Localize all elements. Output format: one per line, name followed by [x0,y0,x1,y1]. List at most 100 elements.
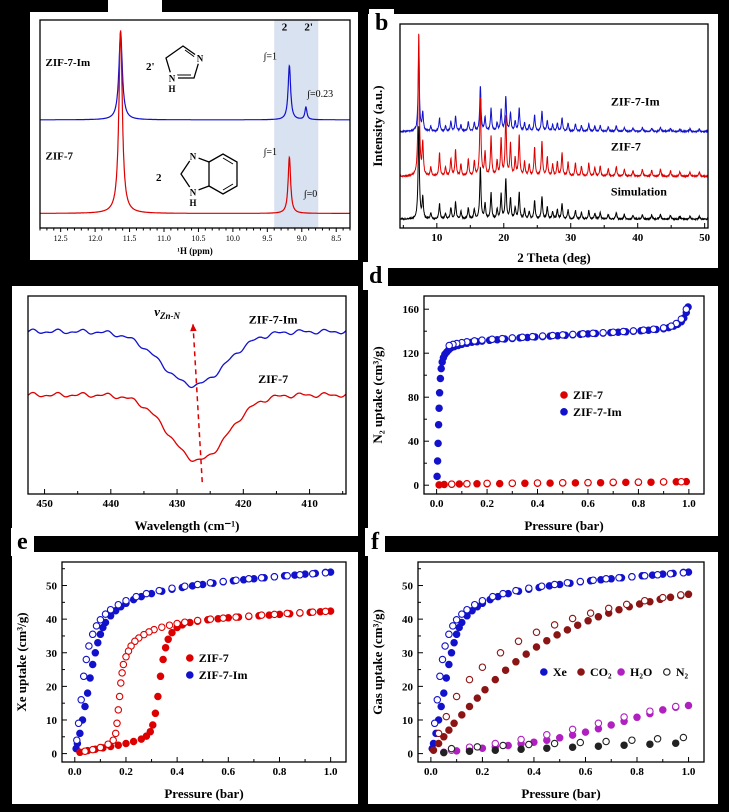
svg-text:11.5: 11.5 [123,234,137,243]
svg-text:0.4: 0.4 [527,766,541,778]
svg-text:0.8: 0.8 [632,498,646,510]
svg-text:ZIF-7-Im: ZIF-7-Im [46,57,91,69]
farir-chart: 450 440 430 420 410 Wavelength (cm⁻¹) ZIF-7-Im… [12,286,358,536]
svg-text:¹H (ppm): ¹H (ppm) [177,246,212,256]
svg-text:30: 30 [402,648,414,660]
imidazole-ring-icon: N N H [164,45,206,94]
imidazole-n3-atom: N [196,54,203,64]
svg-text:0: 0 [408,749,414,761]
chart-e-canvas: 0.0 0.2 0.4 0.6 0.8 1.0 0 10 20 30 40 50 Pressure (b… [14,561,347,801]
svg-text:0.6: 0.6 [221,766,235,778]
svg-text:ZIF-7: ZIF-7 [46,150,74,162]
svg-text:10: 10 [46,715,58,727]
panel-label-f: f [365,528,385,556]
svg-text:N₂: N₂ [676,665,689,679]
svg-text:ZIF-7-Im: ZIF-7-Im [249,313,298,327]
svg-text:40: 40 [408,436,420,448]
svg-text:0.8: 0.8 [630,766,644,778]
svg-text:ZIF-7-Im: ZIF-7-Im [611,95,660,109]
svg-text:430: 430 [169,498,186,510]
svg-text:Gas uptake (cm³/g): Gas uptake (cm³/g) [370,609,385,715]
chart-d-canvas: 0.0 0.2 0.4 0.6 0.8 1.0 0 40 80 120 160 Pressure (b… [370,295,705,533]
svg-text:0.0: 0.0 [430,498,444,510]
svg-text:∫=1: ∫=1 [263,52,277,63]
n2-isotherm-chart: 0.0 0.2 0.4 0.6 0.8 1.0 0 40 80 120 160 Pressure (b… [368,286,718,536]
svg-text:10: 10 [402,715,414,727]
panel-label-d: d [363,262,389,290]
svg-text:160: 160 [403,304,420,316]
svg-text:0.2: 0.2 [119,766,133,778]
svg-text:20: 20 [46,681,58,693]
svg-text:1.0: 1.0 [682,498,696,510]
svg-text:10: 10 [431,232,443,244]
svg-text:40: 40 [402,614,414,626]
benzimidazole-h-atom: H [189,198,196,208]
svg-text:0.4: 0.4 [531,498,545,510]
svg-text:Intensity (a.u.): Intensity (a.u.) [370,85,385,166]
svg-text:11.0: 11.0 [157,234,171,243]
svg-text:2 Theta (deg): 2 Theta (deg) [517,250,590,265]
svg-text:2': 2' [304,21,313,33]
svg-text:0: 0 [52,749,58,761]
svg-text:420: 420 [235,498,252,510]
benzimidazole-n1-atom: N [189,188,196,198]
svg-text:0.0: 0.0 [424,766,438,778]
nmr-chart: 12.5 12.0 11.5 11.0 10.5 10.0 9.5 9.0 8.5 ¹H (ppm… [30,12,358,260]
svg-text:450: 450 [36,498,53,510]
panel-b-xrd: 10 20 30 40 50 2 Theta (deg) Intensity (a.u.) Z… [368,14,718,268]
svg-text:10.0: 10.0 [226,234,240,243]
svg-text:∫=0.23: ∫=0.23 [306,89,333,100]
svg-text:1.0: 1.0 [324,766,338,778]
svg-text:120: 120 [403,348,420,360]
panel-e-xe-isotherm: 0.0 0.2 0.4 0.6 0.8 1.0 0 10 20 30 40 50 Pressure (b… [12,552,358,804]
chart-c-canvas: 450 440 430 420 410 Wavelength (cm⁻¹) ZIF-7-Im… [27,295,347,533]
svg-text:0.6: 0.6 [579,766,593,778]
svg-text:20: 20 [402,681,414,693]
imidazole-h-atom: H [168,84,175,94]
svg-text:40: 40 [632,232,644,244]
svg-text:20: 20 [498,232,510,244]
svg-text:Wavelength (cm⁻¹): Wavelength (cm⁻¹) [135,518,240,533]
svg-text:80: 80 [408,392,420,404]
svg-text:30: 30 [46,648,58,660]
xrd-chart: 10 20 30 40 50 2 Theta (deg) Intensity (a.u.) Z… [368,14,718,268]
svg-text:12.5: 12.5 [54,234,68,243]
svg-text:2: 2 [282,21,288,33]
benzimidazole-n3-atom: N [189,152,196,162]
svg-text:ZIF-7-Im: ZIF-7-Im [199,668,248,682]
imidazole-number-label: 2' [146,61,155,73]
xe-isotherm-chart: 0.0 0.2 0.4 0.6 0.8 1.0 0 10 20 30 40 50 Pressure (b… [12,552,358,804]
svg-text:50: 50 [46,581,58,593]
chart-f-canvas: 0.0 0.2 0.4 0.6 0.8 1.0 0 10 20 30 40 50 Pressure (b… [370,561,705,801]
svg-text:0.8: 0.8 [273,766,287,778]
svg-text:50: 50 [699,232,711,244]
svg-text:10.5: 10.5 [191,234,205,243]
svg-text:12.0: 12.0 [88,234,102,243]
svg-text:ZIF-7-Im: ZIF-7-Im [573,405,622,419]
svg-text:9.0: 9.0 [297,234,307,243]
svg-text:Pressure (bar): Pressure (bar) [524,518,603,533]
svg-text:ZIF-7: ZIF-7 [199,651,229,665]
svg-text:440: 440 [103,498,120,510]
svg-text:Xe: Xe [553,665,568,679]
svg-text:∫=1: ∫=1 [263,147,277,158]
chart-b-canvas: 10 20 30 40 50 2 Theta (deg) Intensity (a.u.) Z… [370,23,711,265]
panel-c-farir: 450 440 430 420 410 Wavelength (cm⁻¹) ZIF-7-Im… [12,286,358,536]
panel-label-b: b [369,9,395,37]
benzimidazole-number-label: 2 [156,172,162,184]
chart-a-canvas: 12.5 12.0 11.5 11.0 10.5 10.0 9.5 9.0 8.5 ¹H (ppm… [39,19,351,256]
svg-text:Pressure (bar): Pressure (bar) [521,786,600,801]
svg-text:40: 40 [46,614,58,626]
svg-text:1.0: 1.0 [682,766,696,778]
svg-text:0.2: 0.2 [476,766,490,778]
svg-text:∫=0: ∫=0 [303,189,317,200]
svg-text:0: 0 [414,480,420,492]
panel-a-nmr: 12.5 12.0 11.5 11.0 10.5 10.0 9.5 9.0 8.5 ¹H (ppm… [30,12,358,260]
svg-text:0.2: 0.2 [480,498,494,510]
svg-text:410: 410 [301,498,318,510]
svg-text:50: 50 [402,581,414,593]
imidazole-structure: 2' N N H [146,40,206,94]
svg-text:N₂ uptake (cm³/g): N₂ uptake (cm³/g) [370,346,385,443]
gas-uptake-chart: 0.0 0.2 0.4 0.6 0.8 1.0 0 10 20 30 40 50 Pressure (b… [368,552,718,804]
svg-text:ZIF-7: ZIF-7 [573,388,603,402]
